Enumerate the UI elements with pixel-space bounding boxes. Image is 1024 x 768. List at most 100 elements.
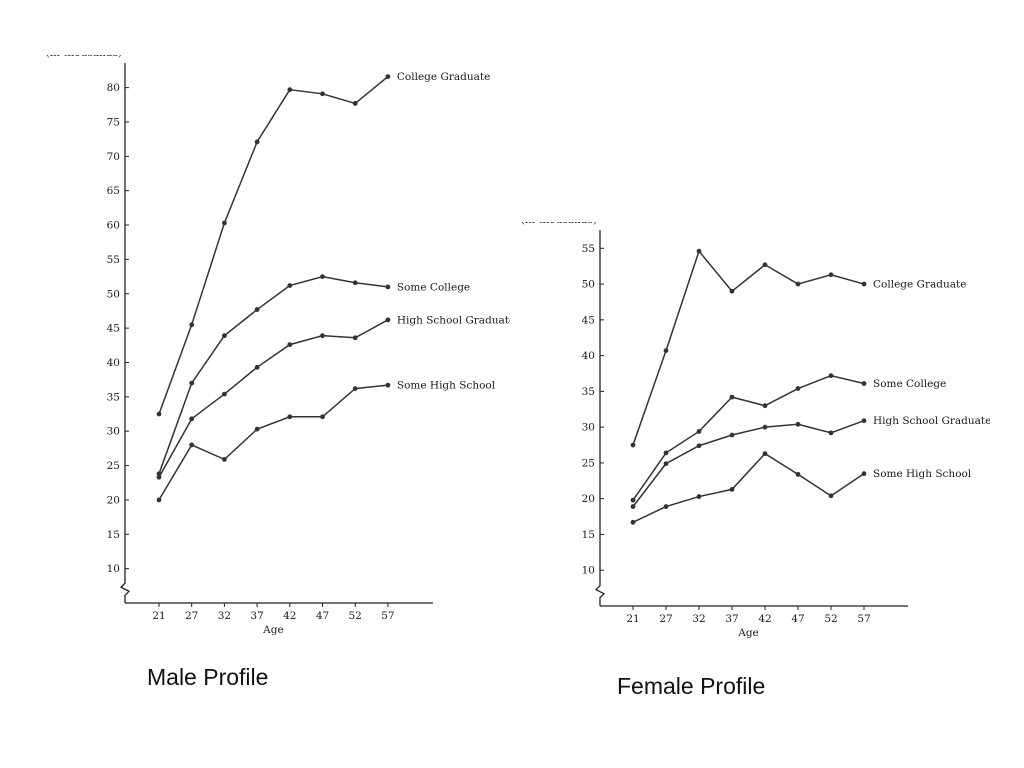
y-axis-title: (in thousands) <box>521 222 597 226</box>
x-tick-label: 32 <box>692 613 705 625</box>
y-tick-label: 10 <box>582 565 595 577</box>
y-tick-label: 60 <box>107 220 120 232</box>
x-tick-label: 37 <box>250 610 263 622</box>
y-tick-label: 70 <box>107 151 120 163</box>
series-label-high-school-graduate: High School Graduate <box>397 314 510 326</box>
data-point-high-school-graduate <box>385 317 391 323</box>
series-line-high-school-graduate <box>158 319 389 478</box>
y-tick-label: 80 <box>107 82 120 94</box>
series-line-high-school-graduate <box>632 420 865 508</box>
series-line-college-graduate <box>632 249 865 446</box>
data-point-some-high-school <box>630 519 636 525</box>
data-point-some-college <box>352 280 358 286</box>
x-tick-label: 52 <box>824 613 837 625</box>
y-tick-label: 25 <box>582 457 595 469</box>
data-point-college-graduate <box>630 442 636 448</box>
male-profile-caption: Male Profile <box>147 664 269 690</box>
data-point-some-high-school <box>861 471 867 477</box>
data-point-college-graduate <box>828 272 834 278</box>
y-tick-label: 40 <box>107 357 120 369</box>
y-tick-label: 20 <box>582 493 595 505</box>
data-point-high-school-graduate <box>320 333 325 339</box>
data-point-some-college <box>696 429 702 434</box>
y-tick-label: 30 <box>107 426 120 438</box>
x-axis-title: Age <box>262 624 284 636</box>
x-tick-label: 37 <box>725 613 738 625</box>
data-point-college-graduate <box>696 248 702 254</box>
data-point-high-school-graduate <box>287 342 293 348</box>
series-label-college-graduate: College Graduate <box>873 279 966 291</box>
series-label-some-high-school: Some High School <box>873 468 972 480</box>
y-tick-label: 45 <box>107 323 120 335</box>
y-tick-label: 65 <box>107 185 120 197</box>
data-point-high-school-graduate <box>828 430 834 436</box>
data-point-some-college <box>254 307 260 312</box>
series-line-some-high-school <box>632 452 865 523</box>
y-tick-label: 55 <box>107 254 120 266</box>
series-line-college-graduate <box>158 76 389 415</box>
data-point-high-school-graduate <box>663 461 669 467</box>
data-point-some-high-school <box>189 442 195 448</box>
data-point-college-graduate <box>729 288 735 294</box>
y-tick-label: 40 <box>582 350 595 362</box>
data-point-college-graduate <box>663 348 669 354</box>
data-point-high-school-graduate <box>352 335 358 341</box>
y-tick-label: 35 <box>582 386 595 398</box>
y-tick-label: 55 <box>582 243 595 255</box>
series-line-some-high-school <box>158 384 388 501</box>
data-point-some-college <box>663 450 669 456</box>
data-point-some-college <box>287 283 293 288</box>
x-tick-label: 57 <box>857 613 870 625</box>
data-point-some-high-school <box>729 486 735 492</box>
y-tick-label: 50 <box>582 279 595 291</box>
data-point-some-high-school <box>663 504 669 509</box>
data-point-college-graduate <box>189 322 195 328</box>
data-point-college-graduate <box>861 281 867 287</box>
y-tick-label: 50 <box>107 288 120 300</box>
data-point-college-graduate <box>795 281 801 287</box>
x-tick-label: 27 <box>185 610 198 622</box>
data-point-some-high-school <box>828 493 834 499</box>
female-profile-caption: Female Profile <box>617 673 766 699</box>
data-point-some-high-school <box>320 414 325 420</box>
series-label-college-graduate: College Graduate <box>397 71 490 83</box>
x-tick-label: 21 <box>626 613 639 625</box>
data-point-some-college <box>385 284 391 290</box>
data-point-high-school-graduate <box>156 474 162 480</box>
y-tick-label: 30 <box>582 422 595 434</box>
x-axis-title: Age <box>737 627 759 639</box>
data-point-college-graduate <box>762 262 768 268</box>
data-point-some-college <box>762 403 768 409</box>
data-point-college-graduate <box>352 101 358 106</box>
data-point-some-high-school <box>762 451 768 457</box>
data-point-high-school-graduate <box>795 421 801 427</box>
data-point-high-school-graduate <box>222 391 227 397</box>
data-point-some-high-school <box>352 386 358 391</box>
data-point-high-school-graduate <box>189 416 195 422</box>
data-point-some-high-school <box>287 414 293 420</box>
data-point-some-college <box>861 381 867 386</box>
series-label-some-college: Some College <box>397 281 470 293</box>
data-point-college-graduate <box>254 139 260 145</box>
x-tick-label: 52 <box>349 610 362 622</box>
data-point-college-graduate <box>287 87 293 93</box>
data-point-college-graduate <box>385 74 391 80</box>
data-point-some-college <box>189 380 195 386</box>
x-tick-label: 42 <box>758 613 771 625</box>
data-point-high-school-graduate <box>861 418 867 424</box>
data-point-some-high-school <box>696 494 702 499</box>
x-tick-label: 21 <box>152 610 165 622</box>
x-tick-label: 47 <box>791 613 804 625</box>
x-tick-label: 27 <box>659 613 672 625</box>
data-point-some-college <box>630 497 636 503</box>
female-chart-svg: 10152025303540455055Earningsper year(in … <box>521 222 990 639</box>
x-tick-label: 47 <box>316 610 329 622</box>
y-tick-label: 25 <box>107 460 120 472</box>
data-point-some-college <box>222 333 227 339</box>
male-chart-svg: 101520253035404550556065707580Earningspe… <box>46 55 510 636</box>
data-point-college-graduate <box>222 220 227 226</box>
data-point-high-school-graduate <box>696 443 702 449</box>
data-point-college-graduate <box>320 91 325 97</box>
data-point-some-college <box>729 394 735 400</box>
y-axis-title: (in thousands) <box>46 55 122 59</box>
